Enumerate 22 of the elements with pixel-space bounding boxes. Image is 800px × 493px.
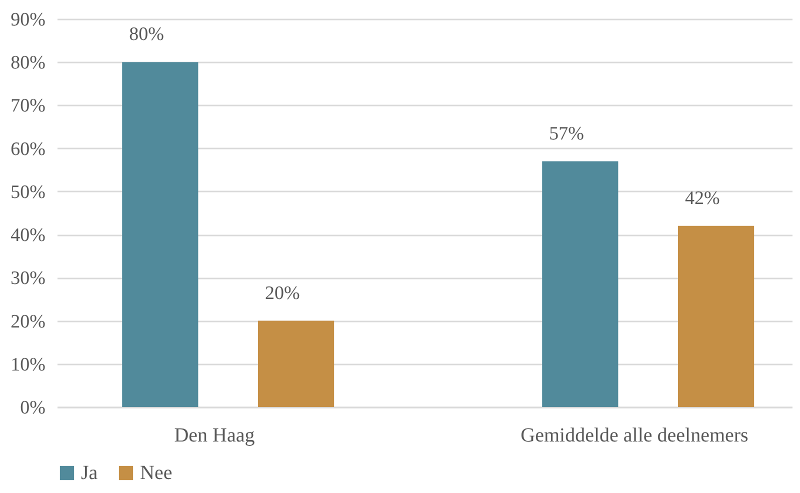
bar (258, 320, 334, 407)
data-label: 80% (129, 24, 164, 46)
y-tick-label: 30% (10, 268, 46, 290)
bar (542, 161, 618, 407)
y-tick-label: 0% (20, 398, 46, 418)
y-tick-label: 60% (10, 138, 46, 160)
legend-label: Ja (81, 462, 98, 484)
x-tick-label: Gemiddelde alle deelnemers (520, 424, 749, 446)
data-label: 42% (685, 188, 720, 209)
y-tick-label: 90% (10, 10, 46, 30)
y-tick-label: 50% (10, 182, 46, 203)
legend-label: Nee (140, 462, 172, 484)
bar (678, 226, 754, 407)
data-label: 20% (265, 282, 300, 304)
y-tick-label: 20% (10, 311, 46, 332)
data-label: 57% (549, 123, 584, 144)
bar (122, 62, 198, 407)
y-tick-label: 80% (10, 52, 46, 74)
y-tick-label: 40% (10, 225, 46, 246)
x-tick-label: Den Haag (174, 424, 255, 446)
y-tick-label: 70% (10, 96, 46, 117)
y-tick-label: 10% (10, 354, 46, 376)
